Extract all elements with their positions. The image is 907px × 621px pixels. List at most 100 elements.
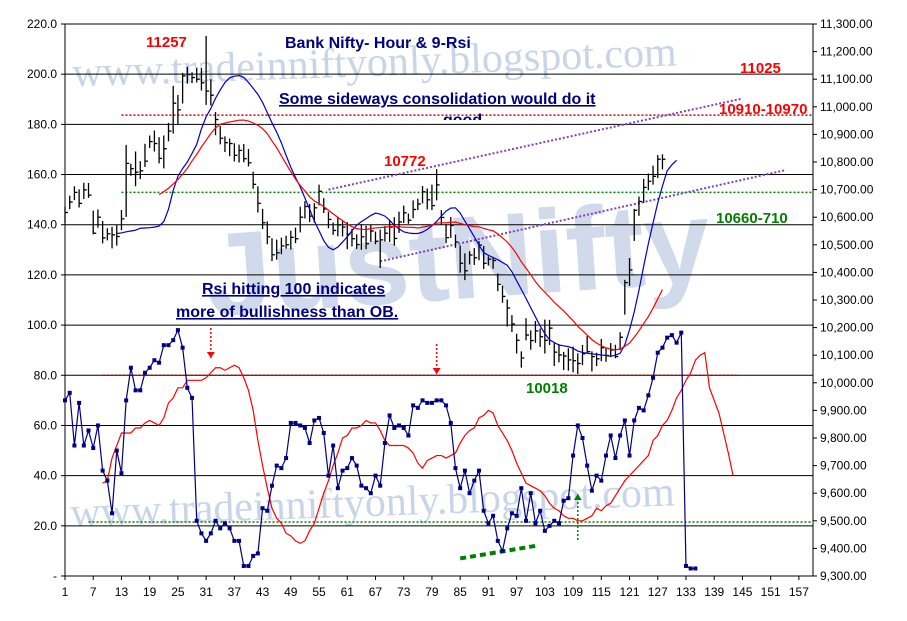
rsi-point-43 xyxy=(260,506,265,511)
rsi-point-107 xyxy=(561,498,566,503)
left-tick-label-4: 80.0 xyxy=(34,368,58,382)
rsi-point-84 xyxy=(453,466,458,471)
rsi-point-115 xyxy=(599,478,604,483)
x-tick-label-15: 91 xyxy=(482,585,496,599)
left-tick-label-7: 140.0 xyxy=(27,218,57,232)
right-tick-label-19: 11,200.00 xyxy=(820,45,873,59)
x-tick-label-11: 67 xyxy=(369,585,383,599)
x-tick-label-17: 103 xyxy=(535,585,555,599)
rsi-point-123 xyxy=(636,405,641,410)
rsi-point-9 xyxy=(100,468,105,473)
rsi-point-40 xyxy=(246,563,251,568)
rsi-point-13 xyxy=(119,471,124,476)
rsi-point-63 xyxy=(354,463,359,468)
label-swing-low: 10018 xyxy=(526,380,568,397)
rsi-point-25 xyxy=(175,328,180,333)
label-target-11025: 11025 xyxy=(740,60,781,77)
rsi-point-47 xyxy=(279,466,284,471)
right-tick-label-13: 10,600.00 xyxy=(820,210,874,224)
rsi-point-119 xyxy=(618,433,623,438)
rsi-point-105 xyxy=(552,518,557,523)
right-tick-label-16: 10,900.00 xyxy=(820,127,874,141)
rsi-point-17 xyxy=(138,388,143,393)
x-tick-label-25: 151 xyxy=(761,585,781,599)
left-tick-label-5: 100.0 xyxy=(27,318,57,332)
rsi-point-62 xyxy=(349,456,354,461)
rsi-point-79 xyxy=(429,400,434,405)
arrow-rsi-peak-1-head xyxy=(206,352,215,358)
rsi-point-91 xyxy=(486,521,491,526)
rsi-note-line1: Rsi hitting 100 indicates xyxy=(202,281,385,298)
rsi-point-70 xyxy=(387,413,392,418)
rsi-point-121 xyxy=(627,453,632,458)
rsi-point-66 xyxy=(368,491,373,496)
rsi-point-49 xyxy=(288,420,293,425)
rsi-point-34 xyxy=(218,526,223,531)
left-tick-label-9: 180.0 xyxy=(27,117,57,131)
arrow-rsi-low-head xyxy=(573,494,582,500)
rsi-point-69 xyxy=(382,441,387,446)
rsi-point-125 xyxy=(646,393,651,398)
rsi-point-96 xyxy=(509,511,514,516)
rsi-point-5 xyxy=(81,443,86,448)
left-tick-label-8: 160.0 xyxy=(27,168,57,182)
x-tick-label-3: 19 xyxy=(143,585,157,599)
rsi-point-44 xyxy=(265,508,270,513)
rsi-point-87 xyxy=(467,491,472,496)
right-tick-label-14: 10,700.00 xyxy=(820,183,874,197)
rsi-point-22 xyxy=(161,343,166,348)
rsi-point-11 xyxy=(110,511,115,516)
right-tick-label-11: 10,400.00 xyxy=(820,265,874,279)
left-tick-label-1: 20.0 xyxy=(34,519,58,533)
rsi-point-132 xyxy=(679,330,684,335)
rsi-point-128 xyxy=(660,345,665,350)
rsi-point-27 xyxy=(185,385,190,390)
label-swing-high: 10772 xyxy=(384,153,426,170)
x-tick-label-22: 133 xyxy=(676,585,696,599)
rsi-point-116 xyxy=(604,453,609,458)
x-tick-label-0: 1 xyxy=(62,585,69,599)
x-tick-label-10: 61 xyxy=(341,585,355,599)
rsi-point-73 xyxy=(401,425,406,430)
rsi-point-117 xyxy=(608,433,613,438)
x-tick-label-13: 79 xyxy=(425,585,439,599)
rsi-point-8 xyxy=(95,423,100,428)
rsi-point-1 xyxy=(63,398,67,403)
rsi-point-114 xyxy=(594,473,599,478)
rsi-point-74 xyxy=(406,433,411,438)
rsi-point-85 xyxy=(458,486,463,491)
rsi-point-35 xyxy=(222,521,227,526)
rsi-point-65 xyxy=(364,486,369,491)
label-support-zone: 10660-710 xyxy=(716,210,788,227)
x-tick-label-2: 13 xyxy=(115,585,129,599)
right-tick-label-9: 10,200.00 xyxy=(820,321,874,335)
rsi-point-106 xyxy=(556,521,561,526)
rsi-point-122 xyxy=(632,418,637,423)
right-tick-label-18: 11,100.00 xyxy=(820,72,873,86)
x-tick-label-18: 109 xyxy=(563,585,583,599)
right-tick-label-3: 9,600.00 xyxy=(820,486,867,500)
right-tick-label-10: 10,300.00 xyxy=(820,293,874,307)
rsi-point-19 xyxy=(147,365,152,370)
rsi-point-4 xyxy=(77,400,82,405)
rsi-point-61 xyxy=(345,466,350,471)
rsi-point-126 xyxy=(651,375,656,380)
watermark-url-bottom: www.tradeinniftyonly.blogspot.com xyxy=(69,469,675,536)
rsi-point-56 xyxy=(321,430,326,435)
rsi-point-99 xyxy=(524,518,529,523)
rsi-point-111 xyxy=(580,436,585,440)
left-tick-label-2: 40.0 xyxy=(34,469,58,483)
rsi-point-118 xyxy=(613,456,618,461)
rsi-point-59 xyxy=(335,486,340,491)
rsi-point-103 xyxy=(542,528,547,533)
rsi-point-36 xyxy=(227,526,232,531)
rsi-point-77 xyxy=(420,398,425,403)
rsi-point-78 xyxy=(425,400,430,405)
rsi-point-130 xyxy=(669,333,674,338)
right-tick-label-17: 11,000.00 xyxy=(820,100,873,114)
rsi-divergence-line xyxy=(459,543,536,561)
rsi-point-20 xyxy=(152,358,157,363)
rsi-point-32 xyxy=(208,531,213,536)
right-tick-label-8: 10,100.00 xyxy=(820,348,874,362)
